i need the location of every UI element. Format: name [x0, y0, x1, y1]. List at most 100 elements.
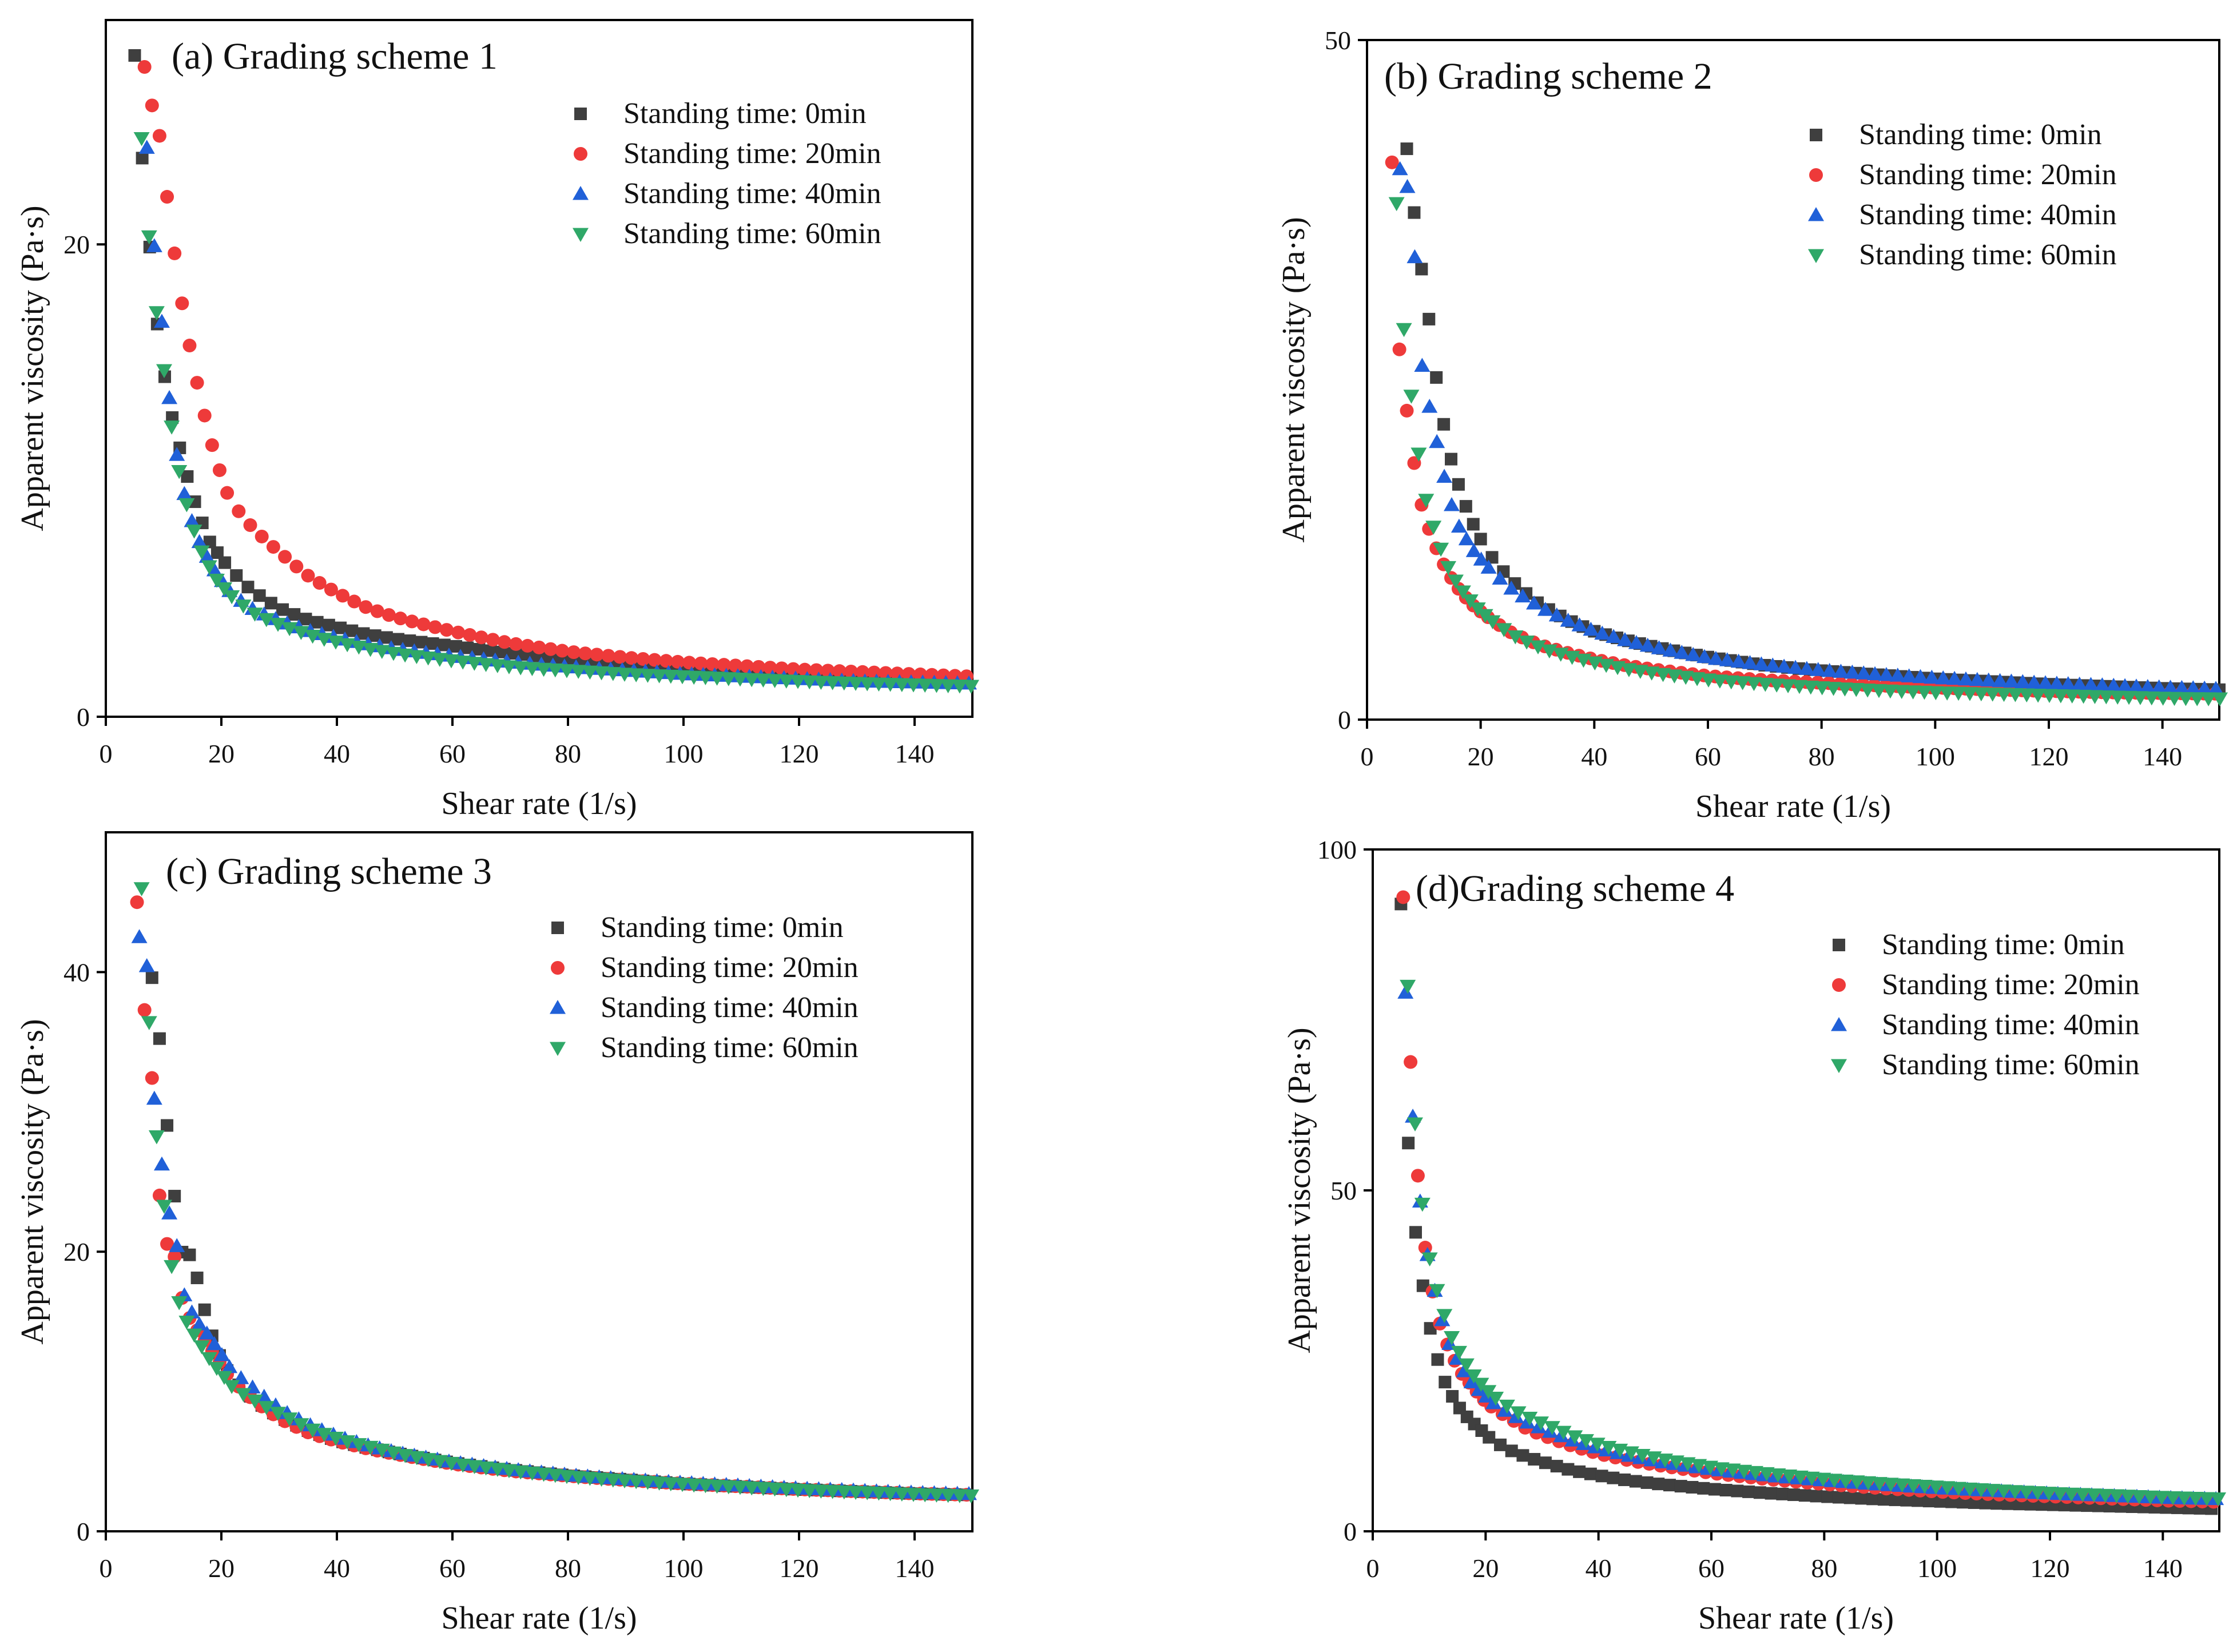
data-point [1984, 1484, 2001, 1498]
data-point [316, 1428, 332, 1442]
data-point [1882, 1478, 1899, 1492]
data-point [1961, 1482, 1978, 1497]
data-point [567, 645, 581, 660]
data-point [590, 648, 604, 662]
data-point [1385, 155, 1399, 169]
data-point [2098, 690, 2115, 705]
data-point [428, 620, 442, 634]
data-point [178, 1316, 195, 1330]
data-point [2109, 690, 2126, 705]
data-point [697, 671, 714, 685]
data-point [153, 1032, 166, 1045]
data-point [1848, 683, 1865, 697]
data-point [1414, 1197, 1431, 1212]
data-point [1905, 1479, 1922, 1494]
data-point [1674, 1480, 1687, 1493]
data-point [312, 576, 327, 590]
data-point [1780, 679, 1797, 694]
data-point [1544, 1421, 1560, 1435]
legend: Standing time: 0min Standing time: 20min S… [550, 911, 859, 1064]
data-point [1485, 1395, 1502, 1409]
data-point [416, 617, 431, 632]
x-axis-label: Shear rate (1/s) [1695, 789, 1891, 824]
legend: Standing time: 0min Standing time: 20min S… [1808, 118, 2117, 271]
data-point [1916, 1480, 1933, 1494]
legend-marker [1808, 207, 1824, 221]
data-point [1663, 1479, 1676, 1492]
data-point [728, 658, 742, 673]
series-circle [1385, 155, 2223, 701]
data-point [2071, 676, 2088, 691]
data-point [293, 626, 309, 640]
data-point [1456, 1363, 1472, 1377]
data-point [744, 673, 760, 688]
data-point [397, 1449, 414, 1463]
data-point [2151, 679, 2167, 694]
data-point [1628, 635, 1644, 649]
data-point [420, 1453, 436, 1467]
data-point [276, 603, 289, 616]
data-point [593, 666, 610, 681]
chart-panel-b: 0 20 40 60 80 100 120 140 0 50 Shear rate (1/s) App… [1276, 26, 2228, 824]
data-point [171, 464, 188, 479]
data-point [2166, 692, 2183, 706]
data-point [408, 1451, 425, 1466]
data-point [639, 669, 656, 683]
data-point [625, 651, 639, 665]
data-point [168, 1190, 181, 1203]
data-point [1444, 1331, 1460, 1345]
data-point [133, 132, 150, 146]
data-point [613, 650, 627, 664]
legend-label: Standing time: 40min [1882, 1008, 2140, 1041]
data-point [940, 1488, 956, 1503]
data-point [1674, 645, 1690, 659]
data-point [1388, 197, 1405, 212]
data-point [1855, 665, 1872, 680]
data-point [1935, 670, 1952, 685]
data-point [1533, 1416, 1549, 1431]
data-point [755, 1482, 772, 1496]
data-point [1496, 1403, 1513, 1417]
data-point [1984, 688, 2001, 702]
data-point [1882, 684, 1898, 699]
data-point [322, 618, 335, 632]
data-point [141, 1016, 157, 1030]
x-tick-label: 100 [664, 1554, 704, 1583]
data-point [801, 1484, 818, 1499]
data-point [766, 674, 783, 688]
data-point [1877, 1493, 1890, 1506]
data-point [694, 656, 708, 670]
data-point [509, 637, 523, 651]
data-point [720, 672, 737, 686]
data-point [1526, 595, 1543, 610]
data-point [789, 675, 806, 689]
data-point [1837, 1474, 1854, 1489]
data-point [1757, 677, 1774, 692]
legend-marker [1833, 939, 1845, 951]
data-point [190, 376, 204, 390]
data-point [535, 662, 552, 677]
legend-marker [550, 1000, 566, 1014]
data-point [1894, 1478, 1910, 1493]
data-point [1529, 640, 1546, 655]
data-point [709, 1479, 725, 1494]
series-triangle-up [1392, 161, 2224, 695]
data-point [512, 661, 529, 676]
data-point [201, 1352, 217, 1367]
data-point [184, 1304, 200, 1319]
x-tick-label: 140 [2143, 1554, 2183, 1583]
data-point [178, 498, 195, 513]
data-point [253, 589, 266, 602]
y-axis-label: Apparent viscosity (Pa·s) [15, 1019, 50, 1344]
data-point [235, 599, 252, 614]
data-point [269, 1407, 286, 1421]
data-point [426, 637, 439, 650]
data-point [1996, 1484, 2012, 1499]
data-point [905, 1488, 921, 1502]
data-point [1616, 632, 1633, 646]
data-point [216, 582, 233, 597]
data-point [334, 621, 347, 634]
data-point [1402, 1137, 1415, 1150]
data-point [801, 675, 818, 690]
data-point [1855, 1492, 1868, 1505]
